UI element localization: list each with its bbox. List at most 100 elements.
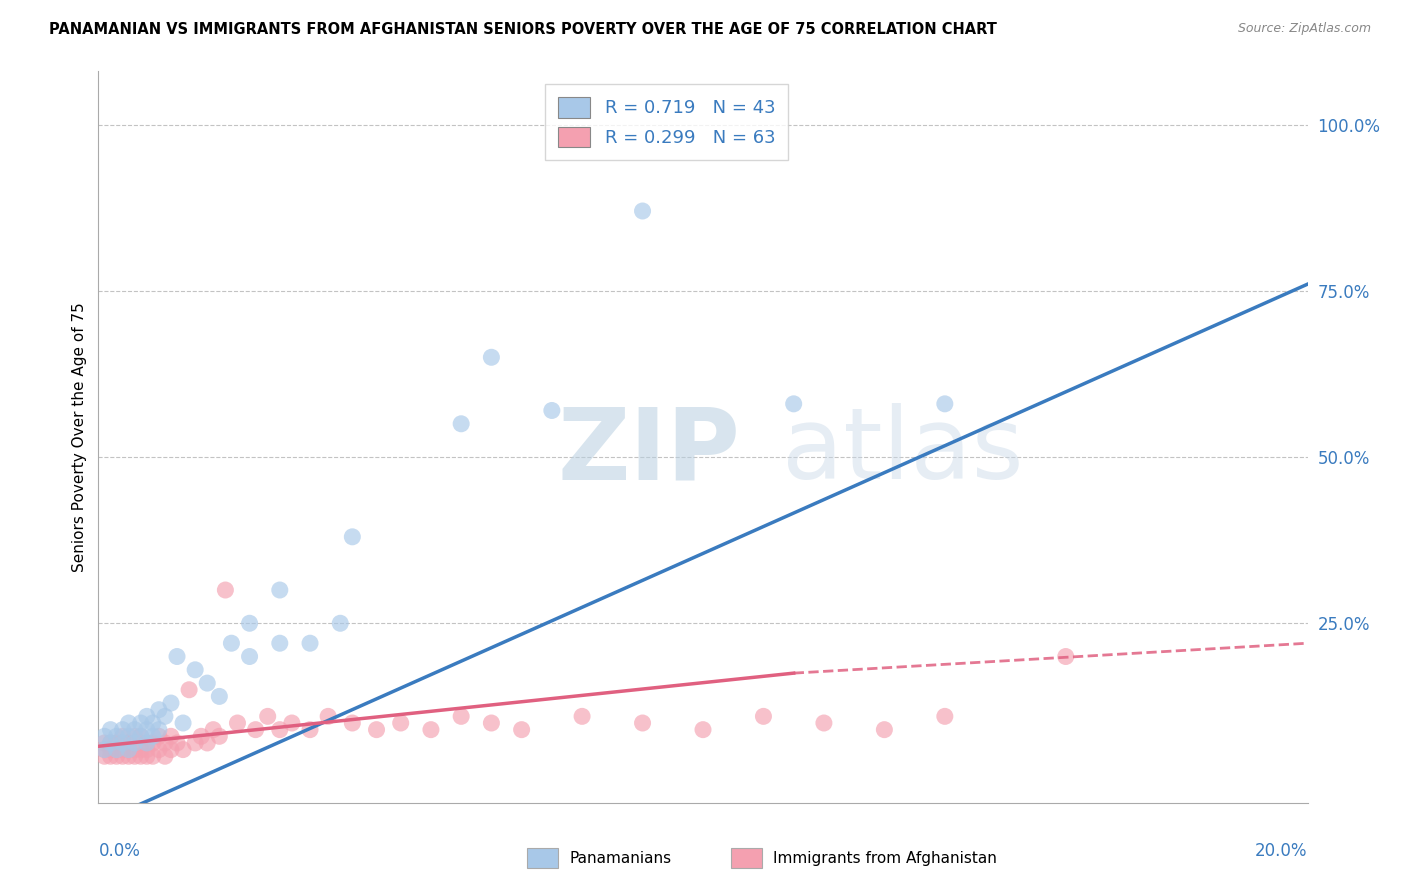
Point [631,716,654,731]
Point [100,736,122,750]
Point [208,729,231,743]
Point [100,736,122,750]
Point [105,729,128,743]
Point [269,723,291,737]
Point [129,716,152,731]
Point [752,709,775,723]
Text: Panamanians: Panamanians [569,852,672,866]
Text: ZIP: ZIP [558,403,741,500]
Point [420,723,443,737]
Point [450,709,472,723]
Point [783,397,806,411]
Point [153,749,176,764]
Point [142,736,165,750]
Y-axis label: Seniors Poverty Over the Age of 75: Seniors Poverty Over the Age of 75 [72,302,87,572]
Point [342,530,364,544]
Point [93,749,115,764]
Point [135,709,157,723]
Point [93,736,115,750]
Point [153,736,176,750]
Point [111,742,134,756]
Point [226,716,249,731]
Point [281,716,304,731]
Point [148,703,170,717]
Point [873,723,896,737]
Point [142,749,165,764]
Point [389,716,412,731]
Point [1054,649,1077,664]
Point [129,729,152,743]
Point [571,709,593,723]
Point [135,742,157,756]
Point [118,742,141,756]
Text: atlas: atlas [782,403,1024,500]
Point [105,749,128,764]
Point [111,749,134,764]
Point [172,716,194,731]
Point [129,742,152,756]
Point [105,742,128,756]
Point [195,676,218,690]
Point [111,723,134,737]
Point [124,736,146,750]
Point [124,749,146,764]
Point [692,723,714,737]
Legend: R = 0.719   N = 43, R = 0.299   N = 63: R = 0.719 N = 43, R = 0.299 N = 63 [546,84,789,160]
Point [299,723,322,737]
Point [239,616,262,631]
Point [124,742,146,756]
Point [481,351,503,365]
Point [118,729,141,743]
Point [316,709,339,723]
Point [124,723,146,737]
Point [111,729,134,743]
Point [256,709,278,723]
Point [208,690,231,704]
Point [100,723,122,737]
Point [160,696,183,710]
Point [148,723,170,737]
Point [124,729,146,743]
Point [111,736,134,750]
Point [105,742,128,756]
Point [631,204,654,219]
Point [934,397,956,411]
Point [166,649,188,664]
Point [153,709,176,723]
Point [221,636,243,650]
Point [184,736,207,750]
Point [166,736,188,750]
Text: PANAMANIAN VS IMMIGRANTS FROM AFGHANISTAN SENIORS POVERTY OVER THE AGE OF 75 COR: PANAMANIAN VS IMMIGRANTS FROM AFGHANISTA… [49,22,997,37]
Point [329,616,352,631]
Point [93,742,115,756]
Point [118,716,141,731]
Point [481,716,503,731]
Point [245,723,267,737]
Point [142,716,165,731]
Point [100,742,122,756]
Text: 0.0%: 0.0% [98,842,141,860]
Point [160,729,183,743]
Point [100,749,122,764]
Point [118,736,141,750]
Point [118,742,141,756]
Point [148,729,170,743]
Point [179,682,201,697]
Point [342,716,364,731]
Point [269,636,291,650]
Point [160,742,183,756]
Point [214,582,236,597]
Point [172,742,194,756]
Point [813,716,835,731]
Point [184,663,207,677]
Point [135,723,157,737]
Point [202,723,225,737]
Text: Source: ZipAtlas.com: Source: ZipAtlas.com [1237,22,1371,36]
Point [190,729,212,743]
Point [93,729,115,743]
Point [129,729,152,743]
Point [135,736,157,750]
Point [450,417,472,431]
Point [142,729,165,743]
Point [105,736,128,750]
